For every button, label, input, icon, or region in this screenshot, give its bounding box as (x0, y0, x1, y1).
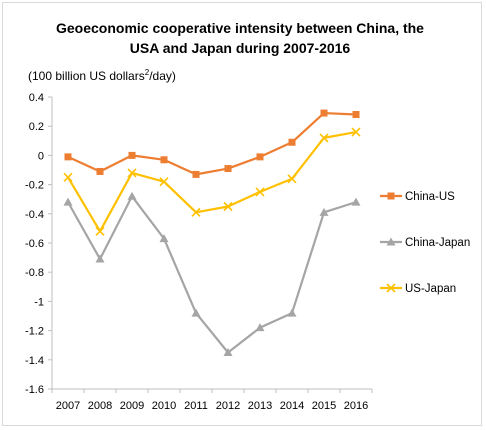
x-tick-label: 2010 (152, 400, 176, 412)
data-point-china-japan (319, 207, 329, 216)
data-point-china-us (352, 111, 360, 119)
y-tick-label: 0.4 (29, 92, 44, 104)
legend-label: China-US (405, 191, 455, 203)
legend-item-china-japan: China-Japan (380, 237, 470, 249)
y-tick-label: -1 (34, 296, 44, 308)
data-point-china-japan (63, 197, 73, 206)
data-point-china-us (96, 167, 104, 175)
y-tick-label: -0.4 (25, 209, 44, 221)
y-tick-label: -0.2 (25, 180, 44, 192)
x-tick-label: 2012 (216, 400, 240, 412)
data-point-china-us (128, 151, 136, 159)
legend-swatch-marker (386, 237, 396, 246)
y-tick-label: -0.8 (25, 267, 44, 279)
data-point-china-us (256, 153, 264, 161)
y-tick-label: 0.2 (29, 121, 44, 133)
data-point-china-japan (255, 323, 265, 332)
data-point-us-japan (255, 187, 265, 197)
legend-item-china-us: China-US (380, 191, 455, 203)
x-tick-label: 2007 (56, 400, 80, 412)
data-point-us-japan (351, 127, 361, 137)
y-tick-label: -0.6 (25, 238, 44, 250)
chart-title-line-2: USA and Japan during 2007-2016 (129, 40, 351, 56)
data-point-china-us (320, 109, 328, 117)
unit-suffix: /day) (149, 69, 176, 83)
y-tick-label: 0 (38, 150, 44, 162)
unit-prefix: (100 billion US dollars (28, 69, 145, 83)
data-point-us-japan (159, 177, 169, 187)
series-line-china-us (67, 111, 357, 176)
legend-label: China-Japan (405, 237, 470, 249)
series-china-us (64, 109, 360, 178)
x-tick-label: 2011 (184, 400, 208, 412)
data-point-china-us (224, 165, 232, 173)
data-point-us-japan (191, 207, 201, 217)
data-point-china-japan (191, 308, 201, 317)
data-point-china-japan (351, 197, 361, 206)
legend-swatch-marker (386, 283, 396, 293)
series-china-japan (63, 191, 361, 356)
legend-label: US-Japan (405, 283, 456, 295)
x-tick-label: 2013 (248, 400, 272, 412)
unit-superscript: 2 (144, 68, 150, 77)
x-tick-label: 2008 (88, 400, 112, 412)
chart-title: Geoeconomic cooperative intensity betwee… (0, 18, 480, 58)
data-point-china-japan (223, 348, 233, 356)
data-point-china-japan (159, 234, 169, 243)
data-point-china-us (160, 156, 168, 164)
data-point-china-us (288, 138, 296, 146)
data-point-us-japan (95, 226, 105, 236)
data-point-china-japan (95, 254, 105, 263)
series-line-us-japan (67, 130, 357, 233)
x-tick-label: 2016 (344, 400, 368, 412)
y-tick-label: -1.4 (25, 355, 44, 367)
data-point-china-us (192, 170, 200, 178)
legend-item-us-japan: US-Japan (380, 283, 456, 295)
y-tick-label: -1.2 (25, 326, 44, 338)
data-point-us-japan (127, 168, 137, 178)
chart-area (2, 2, 482, 426)
x-tick-label: 2009 (120, 400, 144, 412)
legend-swatch-marker (387, 192, 395, 200)
x-tick-label: 2015 (312, 400, 336, 412)
x-tick-label: 2014 (280, 400, 304, 412)
series-group (63, 109, 361, 356)
data-point-us-japan (319, 133, 329, 143)
data-point-china-japan (127, 191, 137, 200)
chart-title-line-1: Geoeconomic cooperative intensity betwee… (56, 20, 424, 36)
data-point-us-japan (223, 201, 233, 212)
data-point-china-us (64, 153, 72, 161)
series-us-japan (63, 127, 361, 236)
legend: China-US China-Japan US-Japan (380, 191, 470, 295)
series-line-china-japan (67, 195, 357, 354)
data-point-china-japan (287, 308, 297, 317)
y-tick-label: -1.6 (25, 384, 44, 396)
data-point-us-japan (287, 174, 297, 184)
axes: 0.4 0.2 0 -0.2 -0.4 -0.6 -0.8 -1 -1.2 -1.4 -1.6 200… (25, 92, 373, 412)
data-point-us-japan (63, 172, 73, 182)
y-axis-unit-label: (100 billion US dollars2/day) (28, 68, 176, 83)
